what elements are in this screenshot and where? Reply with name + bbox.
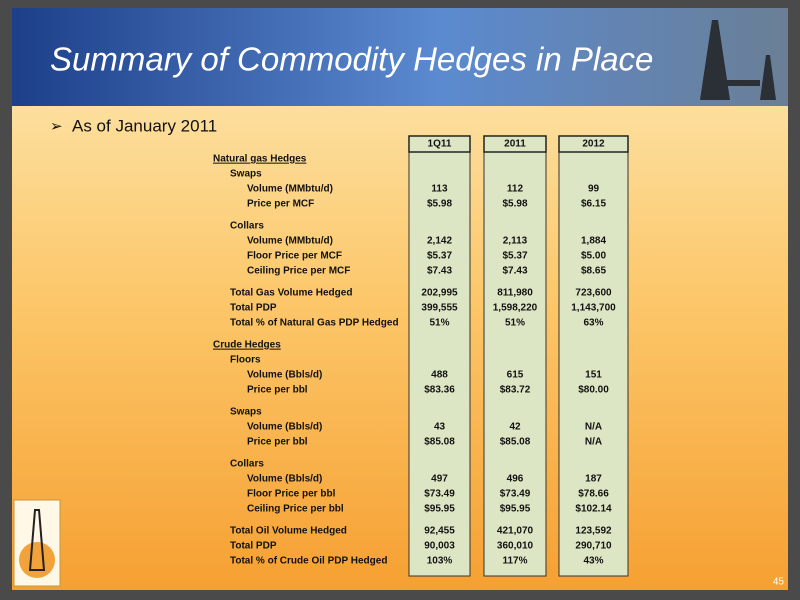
cell-value: 488 (431, 370, 448, 381)
cell-value: 723,600 (575, 288, 612, 299)
group-title: Collars (230, 459, 264, 470)
group-title: Floors (230, 355, 261, 366)
hedge-table: 1Q11 2011 2012 Natural gas Hedges Swaps Volum… (213, 135, 629, 577)
column-box (483, 135, 547, 577)
section-title: Crude Hedges (213, 340, 281, 351)
row-label: Volume (Bbls/d) (247, 370, 322, 381)
cell-value: 187 (585, 474, 602, 485)
cell-value: $7.43 (427, 266, 452, 277)
cell-value: $73.49 (424, 489, 455, 500)
cell-value: $95.95 (500, 504, 531, 515)
cell-value: 117% (502, 556, 527, 567)
column-header-box (483, 135, 547, 153)
row-label: Price per MCF (247, 199, 314, 210)
cell-value: $5.98 (427, 199, 452, 210)
cell-value: $5.37 (502, 251, 527, 262)
section-title: Natural gas Hedges (213, 154, 307, 165)
cell-value: N/A (585, 422, 602, 433)
row-label: Total Gas Volume Hedged (230, 288, 352, 299)
page-number: 45 (773, 577, 785, 588)
group-title: Collars (230, 221, 264, 232)
row-label: Floor Price per bbl (247, 489, 336, 500)
cell-value: 2,142 (427, 236, 452, 247)
row-label: Total % of Crude Oil PDP Hedged (230, 556, 387, 567)
row-label: Ceiling Price per MCF (247, 266, 350, 277)
cell-value: $83.72 (500, 385, 531, 396)
cell-value: 496 (507, 474, 524, 485)
logo (13, 499, 61, 587)
row-label: Price per bbl (247, 385, 308, 396)
cell-value: 43 (434, 422, 446, 433)
cell-value: 63% (583, 318, 603, 329)
cell-value: 360,010 (497, 541, 534, 552)
cell-value: 99 (588, 184, 600, 195)
cell-value: 90,003 (424, 541, 455, 552)
cell-value: N/A (585, 437, 602, 448)
row-label: Floor Price per MCF (247, 251, 342, 262)
cell-value: 2,113 (503, 236, 528, 247)
cell-value: 92,455 (424, 526, 455, 537)
cell-value: $80.00 (578, 385, 609, 396)
header-bg (12, 8, 788, 106)
cell-value: 103% (427, 556, 453, 567)
cell-value: 112 (507, 184, 524, 195)
cell-value: $85.08 (424, 437, 455, 448)
title: Summary of Commodity Hedges in Place (50, 41, 653, 78)
row-label: Ceiling Price per bbl (247, 504, 344, 515)
cell-value: $83.36 (424, 385, 455, 396)
cell-value: 51% (429, 318, 449, 329)
cell-value: 1,884 (581, 236, 606, 247)
cell-value: $8.65 (581, 266, 606, 277)
cell-value: 151 (585, 370, 602, 381)
row-label: Total % of Natural Gas PDP Hedged (230, 318, 399, 329)
cell-value: 113 (431, 184, 448, 195)
cell-value: 43% (583, 556, 603, 567)
cell-value: 51% (505, 318, 525, 329)
cell-value: 1,143,700 (571, 303, 616, 314)
row-label: Volume (Bbls/d) (247, 422, 322, 433)
cell-value: 421,070 (497, 526, 534, 537)
group-title: Swaps (230, 407, 262, 418)
cell-value: $5.00 (581, 251, 606, 262)
cell-value: 42 (509, 422, 521, 433)
bullet-marker: ➢ (50, 118, 63, 135)
row-label: Total PDP (230, 303, 277, 314)
row-label: Price per bbl (247, 437, 308, 448)
row-label: Total PDP (230, 541, 277, 552)
cell-value: 615 (507, 370, 524, 381)
cell-value: $95.95 (424, 504, 455, 515)
column-header-box (558, 135, 629, 153)
cell-value: $7.43 (502, 266, 527, 277)
cell-value: 202,995 (421, 288, 458, 299)
cell-value: $85.08 (500, 437, 531, 448)
group-title: Swaps (230, 169, 262, 180)
cell-value: 497 (431, 474, 448, 485)
column-header: 2012 (582, 139, 605, 150)
cell-value: 123,592 (575, 526, 612, 537)
bullet-text: As of January 2011 (72, 116, 217, 135)
row-label: Total Oil Volume Hedged (230, 526, 347, 537)
column-header-box (408, 135, 471, 153)
column-header: 1Q11 (428, 139, 452, 150)
rig-silhouettes (700, 20, 776, 100)
cell-value: 1,598,220 (493, 303, 538, 314)
cell-value: $5.37 (427, 251, 452, 262)
cell-value: 290,710 (575, 541, 612, 552)
cell-value: $78.66 (578, 489, 609, 500)
cell-value: $6.15 (581, 199, 606, 210)
cell-value: 399,555 (421, 303, 458, 314)
column-box (408, 135, 471, 577)
column-header: 2011 (504, 139, 526, 150)
cell-value: $102.14 (575, 504, 612, 515)
row-label: Volume (MMbtu/d) (247, 236, 333, 247)
cell-value: 811,980 (497, 288, 533, 299)
row-label: Volume (MMbtu/d) (247, 184, 333, 195)
row-label: Volume (Bbls/d) (247, 474, 322, 485)
cell-value: $5.98 (502, 199, 527, 210)
cell-value: $73.49 (500, 489, 531, 500)
column-box (558, 135, 629, 577)
